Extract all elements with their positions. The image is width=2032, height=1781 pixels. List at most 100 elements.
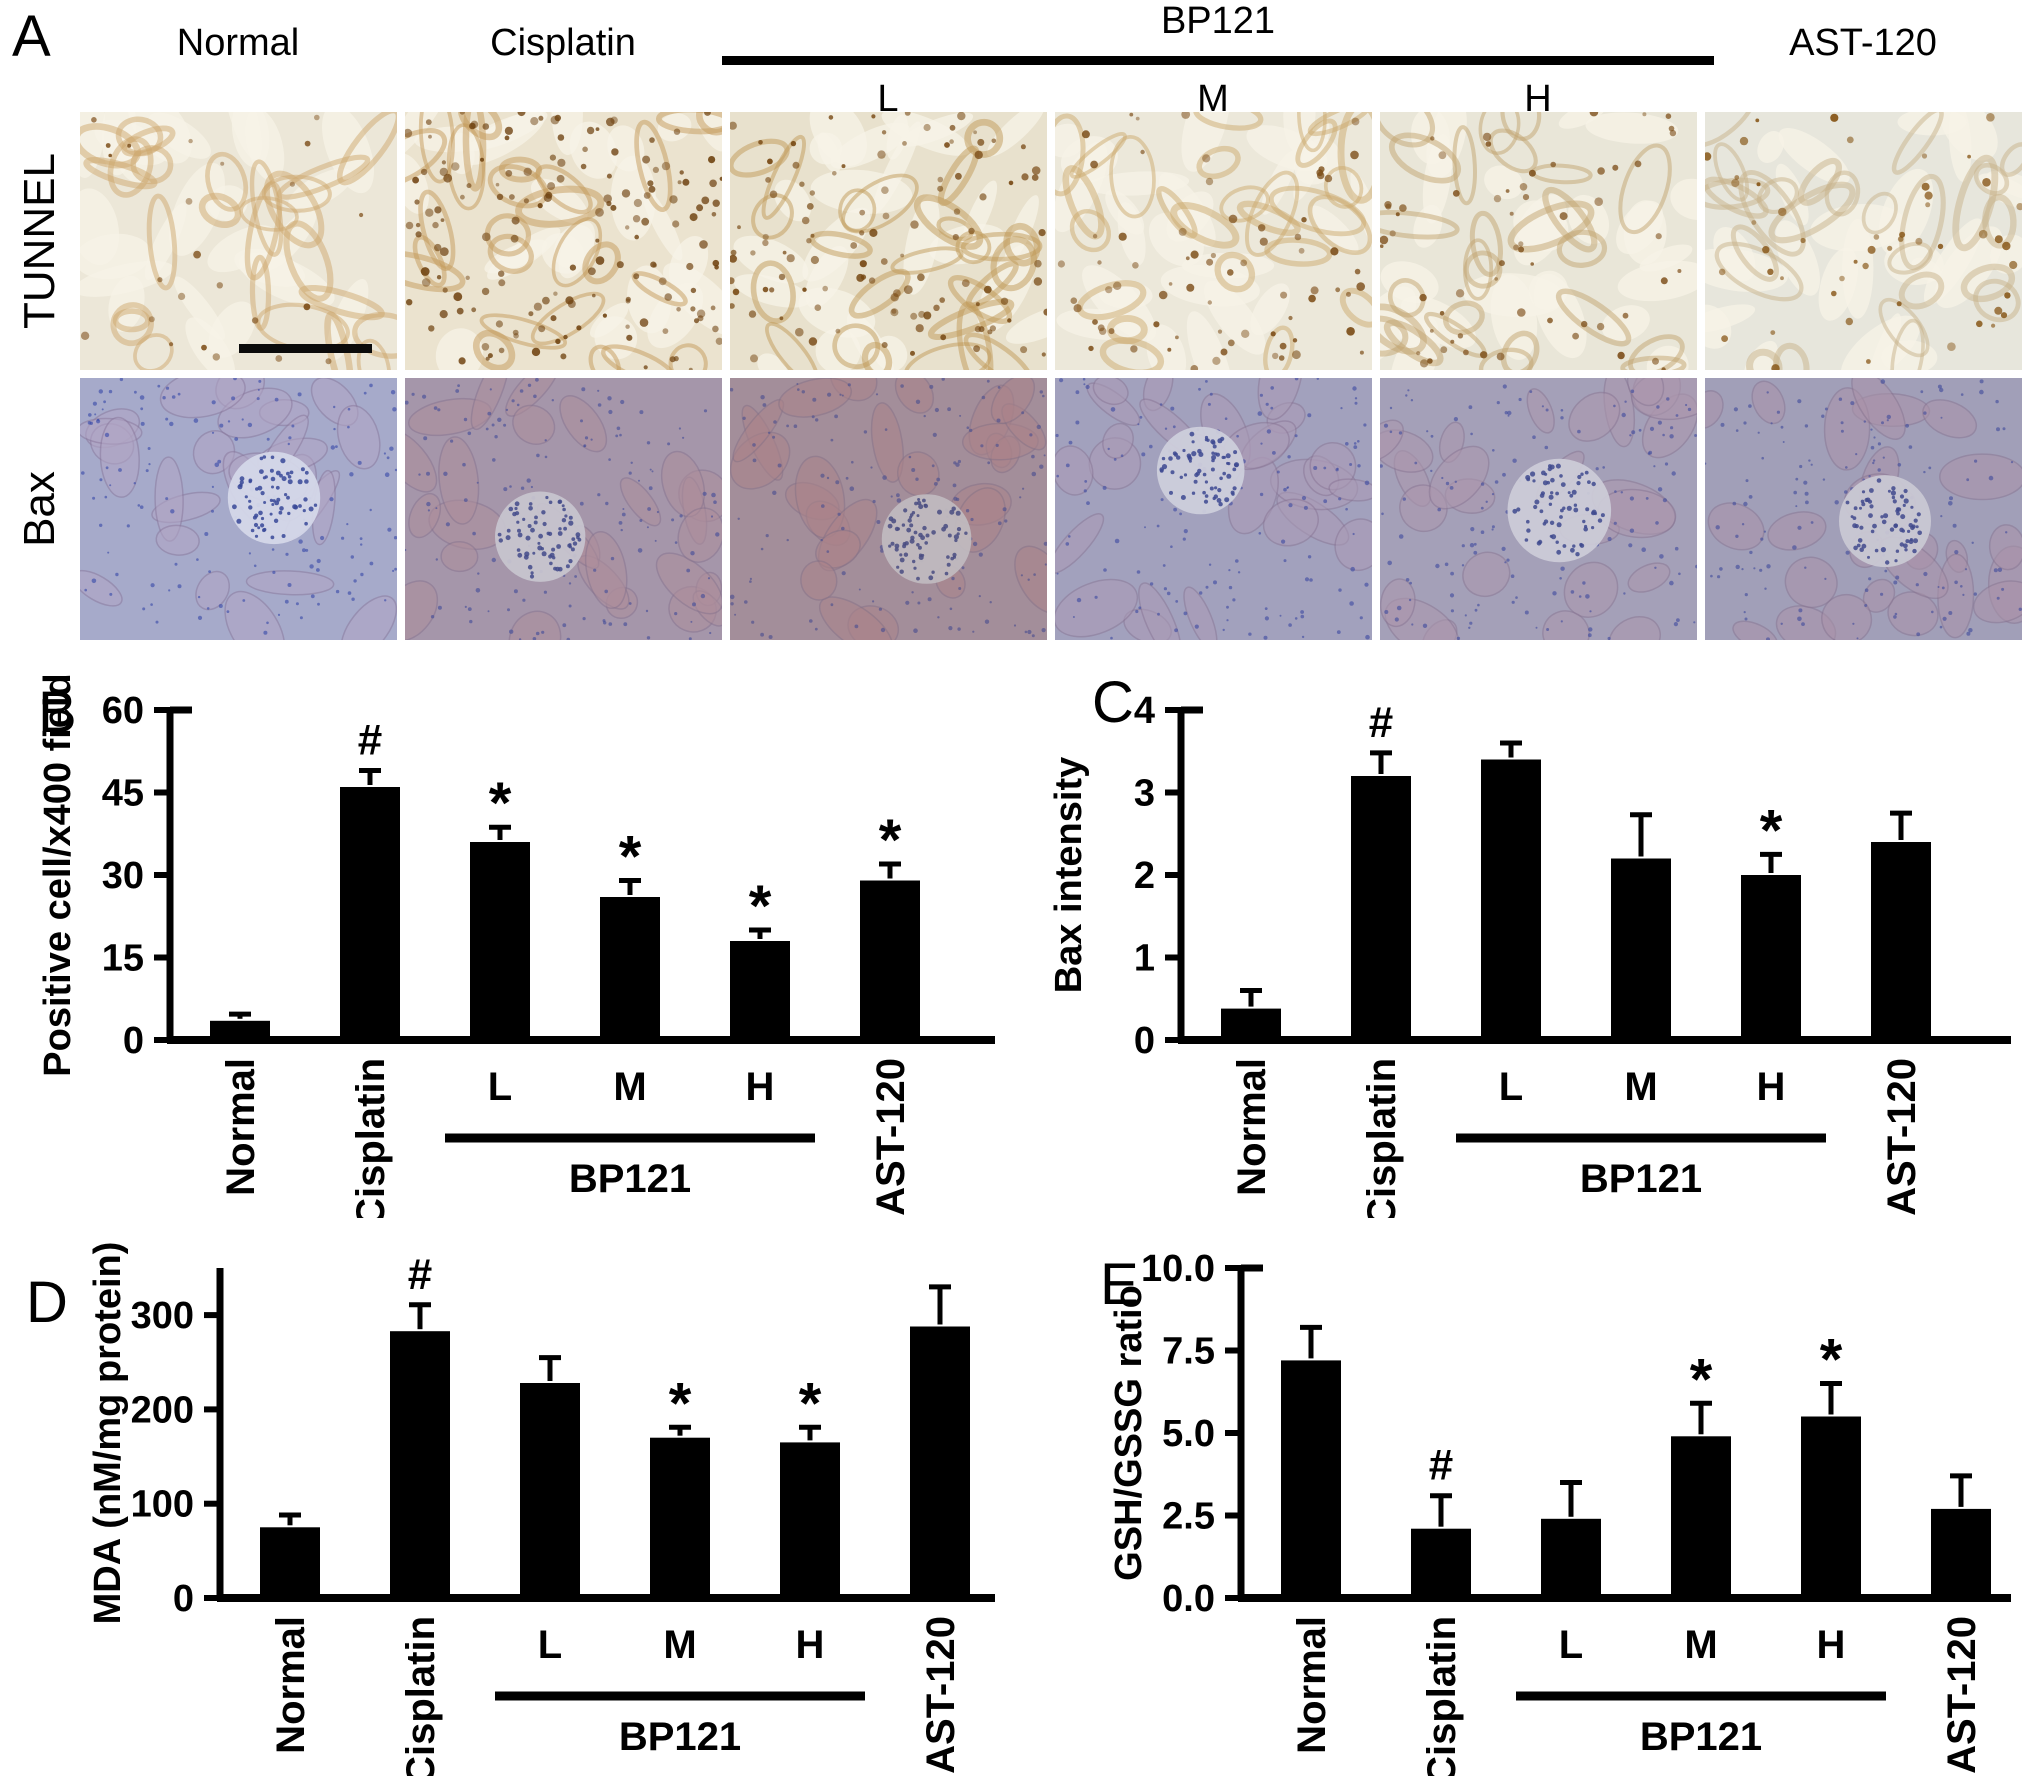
svg-text:7.5: 7.5	[1162, 1331, 1215, 1373]
svg-text:L: L	[488, 1065, 512, 1109]
svg-text:M: M	[1624, 1065, 1657, 1109]
svg-text:Normal: Normal	[219, 1058, 263, 1196]
svg-text:Cisplatin: Cisplatin	[1360, 1058, 1404, 1218]
svg-text:*: *	[669, 1371, 692, 1436]
svg-text:0: 0	[1134, 1020, 1155, 1062]
svg-text:L: L	[538, 1623, 562, 1667]
row-label-tunnel: TUNNEL	[0, 112, 80, 370]
panel-d-plot: 0 100 200 300 MDA (nM/mg protein) Normal # Cisp…	[0, 1218, 1016, 1781]
micrograph-bax-ast-120	[1705, 378, 2022, 640]
panel-d-chart: 0 100 200 300 MDA (nM/mg protein) Normal # Cisp…	[0, 1218, 1016, 1781]
svg-text:Normal: Normal	[1230, 1058, 1274, 1196]
micrograph-bax-h	[1380, 378, 1697, 640]
svg-text:#: #	[408, 1250, 432, 1299]
svg-text:5.0: 5.0	[1162, 1413, 1215, 1455]
svg-text:BP121: BP121	[1580, 1157, 1702, 1201]
svg-text:45: 45	[102, 773, 144, 815]
svg-text:H: H	[1757, 1065, 1786, 1109]
micrograph-tunnel-h	[1380, 112, 1697, 370]
svg-text:0.0: 0.0	[1162, 1578, 1215, 1620]
row-label-bax-text: Bax	[14, 471, 64, 547]
svg-text:0: 0	[173, 1578, 194, 1620]
svg-text:15: 15	[102, 938, 144, 980]
svg-text:MDA (nM/mg protein): MDA (nM/mg protein)	[87, 1242, 129, 1625]
micrograph-tunnel-m	[1055, 112, 1372, 370]
svg-text:Cisplatin: Cisplatin	[349, 1058, 393, 1218]
svg-text:*: *	[1820, 1328, 1843, 1393]
panel-c-plot: 0 1 2 3 4 Bax intensity Normal # Cisplatin L M * H AS…	[1016, 660, 2032, 1227]
column-header-low-dose: L	[877, 78, 899, 120]
svg-text:Positive cell/x400 field: Positive cell/x400 field	[37, 673, 79, 1076]
micrograph-tunnel-ast-120	[1705, 112, 2022, 370]
svg-text:M: M	[613, 1065, 646, 1109]
micrograph-bax-normal	[80, 378, 397, 640]
svg-text:#: #	[1369, 698, 1393, 747]
micrograph-grid	[80, 112, 2032, 640]
svg-text:*: *	[1690, 1347, 1713, 1412]
row-label-bax: Bax	[0, 378, 80, 640]
micrograph-bax-l	[730, 378, 1047, 640]
svg-text:*: *	[879, 808, 902, 873]
panel-a-micrographs: A Normal Cisplatin BP121 L M H AST-120 T…	[0, 0, 2032, 660]
svg-text:AST-120: AST-120	[869, 1058, 913, 1216]
svg-text:4: 4	[1134, 690, 1155, 732]
panel-e-chart: 0.0 2.5 5.0 7.5 10.0 GSH/GSSG ratio Normal # Cis…	[1016, 1218, 2032, 1781]
panel-d-label: D	[26, 1270, 68, 1335]
svg-text:30: 30	[102, 855, 144, 897]
svg-text:H: H	[796, 1623, 825, 1667]
svg-text:100: 100	[131, 1484, 194, 1526]
svg-text:BP121: BP121	[1640, 1715, 1762, 1759]
svg-text:*: *	[619, 825, 642, 890]
svg-text:#: #	[1429, 1441, 1453, 1490]
svg-text:Bax intensity: Bax intensity	[1048, 757, 1090, 994]
panel-c-label: C	[1092, 670, 1134, 735]
svg-text:10.0: 10.0	[1141, 1248, 1215, 1290]
svg-text:Normal: Normal	[269, 1616, 313, 1754]
svg-text:300: 300	[131, 1295, 194, 1337]
svg-text:AST-120: AST-120	[919, 1616, 963, 1774]
panel-a-label: A	[12, 4, 51, 69]
svg-text:M: M	[1684, 1623, 1717, 1667]
panel-b-chart: 0 15 30 45 60 Positive cell/x400 field Normal #…	[0, 660, 1016, 1227]
svg-text:#: #	[358, 716, 382, 765]
svg-text:0: 0	[123, 1020, 144, 1062]
panel-c-chart: 0 1 2 3 4 Bax intensity Normal # Cisplatin L M * H AS…	[1016, 660, 2032, 1227]
svg-text:2: 2	[1134, 855, 1155, 897]
svg-text:Cisplatin: Cisplatin	[1420, 1616, 1464, 1776]
svg-text:GSH/GSSG ratio: GSH/GSSG ratio	[1108, 1285, 1150, 1581]
svg-text:*: *	[799, 1371, 822, 1436]
micrograph-tunnel-l	[730, 112, 1047, 370]
micrograph-tunnel-normal	[80, 112, 397, 370]
svg-text:L: L	[1559, 1623, 1583, 1667]
panel-b-label: B	[38, 680, 77, 745]
svg-text:Cisplatin: Cisplatin	[399, 1616, 443, 1776]
bp121-group-label: BP121	[1160, 0, 1276, 42]
svg-text:AST-120: AST-120	[1940, 1616, 1984, 1774]
svg-text:BP121: BP121	[619, 1715, 741, 1759]
panel-b-plot: 0 15 30 45 60 Positive cell/x400 field Normal #…	[0, 660, 1016, 1227]
row-label-tunnel-text: TUNNEL	[15, 152, 64, 330]
bp121-bracket-line	[722, 56, 1714, 65]
column-header-normal: Normal	[176, 22, 300, 64]
column-header-ast-120: AST-120	[1789, 22, 1937, 64]
svg-text:*: *	[489, 771, 512, 836]
panel-e-plot: 0.0 2.5 5.0 7.5 10.0 GSH/GSSG ratio Normal # Cis…	[1016, 1218, 2032, 1781]
micrograph-bax-m	[1055, 378, 1372, 640]
svg-text:3: 3	[1134, 773, 1155, 815]
svg-text:*: *	[1760, 798, 1783, 863]
svg-text:H: H	[746, 1065, 775, 1109]
svg-text:*: *	[749, 874, 772, 939]
svg-text:1: 1	[1134, 938, 1155, 980]
svg-text:M: M	[663, 1623, 696, 1667]
svg-text:Normal: Normal	[1290, 1616, 1334, 1754]
svg-text:L: L	[1499, 1065, 1523, 1109]
svg-text:200: 200	[131, 1389, 194, 1431]
svg-text:2.5: 2.5	[1162, 1496, 1215, 1538]
svg-text:BP121: BP121	[569, 1157, 691, 1201]
svg-text:AST-120: AST-120	[1880, 1058, 1924, 1216]
column-header-cisplatin: Cisplatin	[490, 22, 636, 64]
micrograph-bax-cisplatin	[405, 378, 722, 640]
svg-text:H: H	[1817, 1623, 1846, 1667]
svg-text:60: 60	[102, 690, 144, 732]
panel-e-label: E	[1100, 1252, 1139, 1317]
